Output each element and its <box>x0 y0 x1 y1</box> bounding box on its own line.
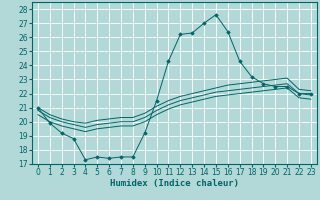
X-axis label: Humidex (Indice chaleur): Humidex (Indice chaleur) <box>110 179 239 188</box>
